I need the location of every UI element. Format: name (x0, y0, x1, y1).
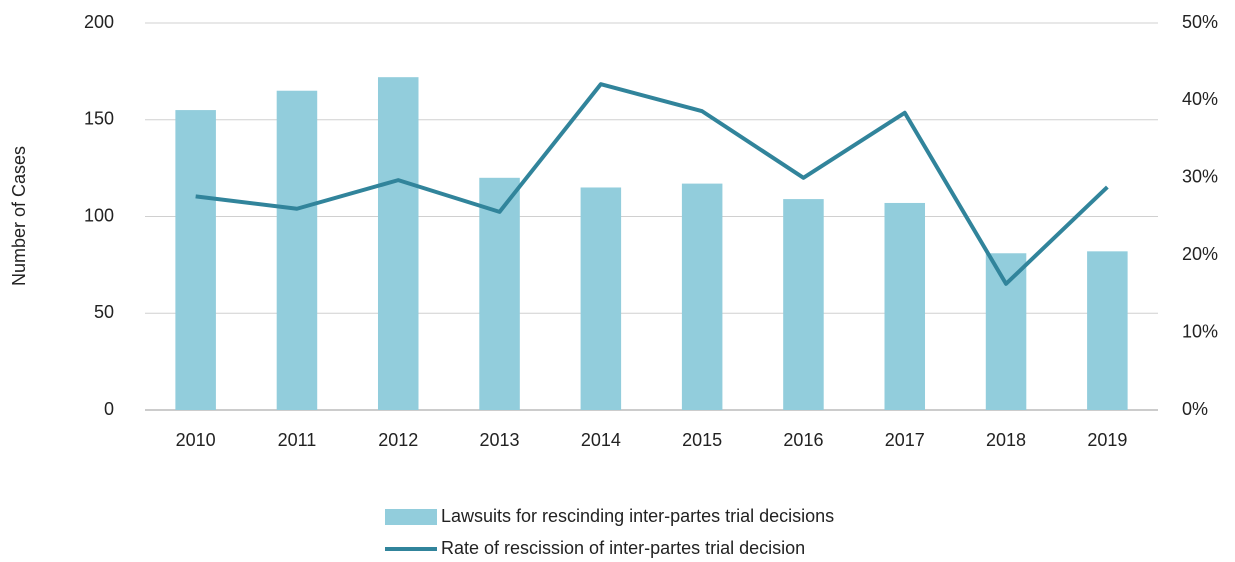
y2-tick-label: 10% (1182, 321, 1218, 341)
bar (276, 90, 318, 410)
x-tick-label: 2015 (682, 430, 722, 450)
x-tick-label: 2018 (986, 430, 1026, 450)
bar (985, 253, 1027, 410)
x-tick-label: 2012 (378, 430, 418, 450)
x-tick-label: 2011 (278, 430, 317, 450)
x-tick-label: 2017 (885, 430, 925, 450)
y2-tick-label: 30% (1182, 167, 1218, 187)
x-tick-label: 2013 (480, 430, 520, 450)
legend-swatch (385, 509, 437, 525)
x-tick-label: 2010 (176, 430, 216, 450)
y2-tick-label: 20% (1182, 244, 1218, 264)
bar (1087, 251, 1128, 410)
y2-tick-label: 0% (1182, 399, 1208, 419)
y-tick-label: 50 (94, 302, 114, 322)
bar (175, 110, 216, 410)
bar (884, 202, 926, 410)
y-axis-title: Number of Cases (9, 146, 29, 286)
y-tick-label: 150 (84, 109, 114, 129)
bar (580, 187, 622, 410)
y-tick-label: 0 (104, 399, 114, 419)
y2-tick-label: 50% (1182, 12, 1218, 32)
x-tick-label: 2014 (581, 430, 621, 450)
bar (479, 177, 520, 410)
legend-label: Rate of rescission of inter-partes trial… (441, 538, 805, 558)
legend-label: Lawsuits for rescinding inter-partes tri… (441, 506, 834, 526)
bar (783, 199, 824, 410)
line (195, 82, 1109, 286)
x-tick-label: 2019 (1087, 430, 1127, 450)
bar (377, 77, 419, 411)
bar (681, 183, 723, 410)
y2-tick-label: 40% (1182, 89, 1218, 109)
y-tick-label: 100 (84, 205, 114, 225)
x-tick-label: 2016 (783, 430, 823, 450)
y-tick-label: 200 (84, 12, 114, 32)
